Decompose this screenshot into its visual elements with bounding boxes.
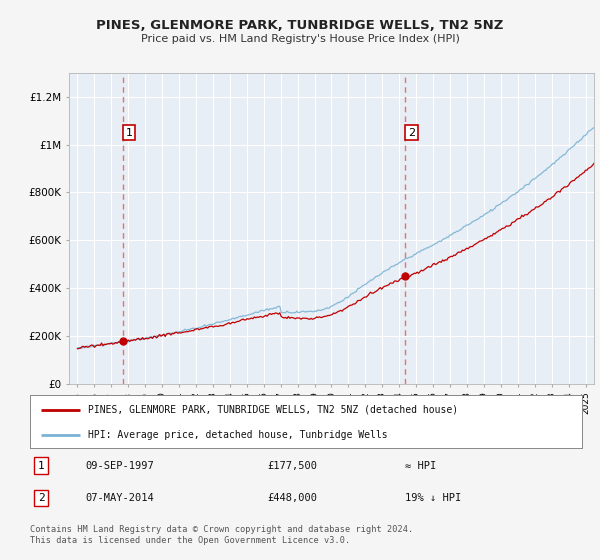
Text: 1: 1 [38,460,44,470]
Text: 1: 1 [125,128,133,138]
Text: PINES, GLENMORE PARK, TUNBRIDGE WELLS, TN2 5NZ (detached house): PINES, GLENMORE PARK, TUNBRIDGE WELLS, T… [88,405,458,415]
Text: HPI: Average price, detached house, Tunbridge Wells: HPI: Average price, detached house, Tunb… [88,430,388,440]
Text: 2: 2 [408,128,415,138]
Text: Price paid vs. HM Land Registry's House Price Index (HPI): Price paid vs. HM Land Registry's House … [140,34,460,44]
Text: PINES, GLENMORE PARK, TUNBRIDGE WELLS, TN2 5NZ: PINES, GLENMORE PARK, TUNBRIDGE WELLS, T… [97,19,503,32]
Text: Contains HM Land Registry data © Crown copyright and database right 2024.
This d: Contains HM Land Registry data © Crown c… [30,525,413,545]
Text: £177,500: £177,500 [268,460,317,470]
Text: ≈ HPI: ≈ HPI [406,460,437,470]
Text: 07-MAY-2014: 07-MAY-2014 [85,493,154,503]
Text: £448,000: £448,000 [268,493,317,503]
Text: 2: 2 [38,493,44,503]
Text: 09-SEP-1997: 09-SEP-1997 [85,460,154,470]
Text: 19% ↓ HPI: 19% ↓ HPI [406,493,461,503]
